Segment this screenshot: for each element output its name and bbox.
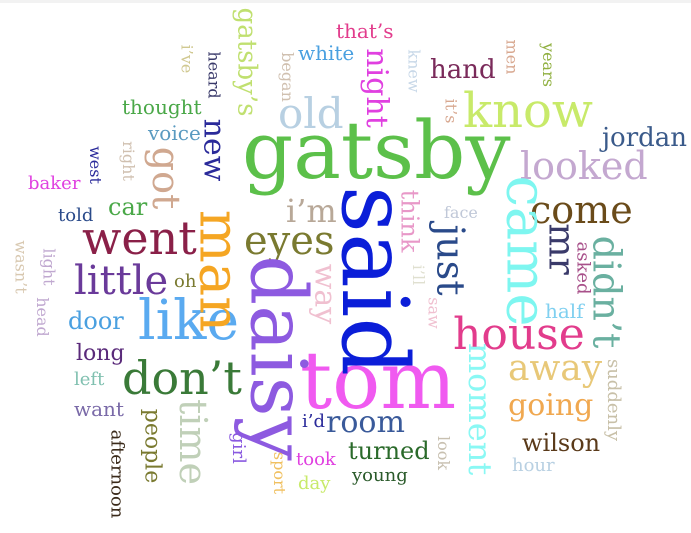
word-knew: knew xyxy=(404,49,424,93)
word-voice: voice xyxy=(148,121,201,145)
word-id: i’d xyxy=(302,411,326,432)
word-baker: baker xyxy=(28,173,81,194)
word-away: away xyxy=(508,348,603,389)
word-west: west xyxy=(85,146,105,184)
word-come: come xyxy=(530,188,633,232)
word-looked: looked xyxy=(520,144,648,188)
word-day: day xyxy=(298,473,331,494)
word-hour: hour xyxy=(512,455,555,476)
word-just: just xyxy=(428,224,473,296)
word-wasnt: wasn’t xyxy=(11,240,31,294)
word-hand: hand xyxy=(430,55,496,85)
word-saw: saw xyxy=(424,297,444,329)
word-man: man xyxy=(186,209,252,333)
word-ive: i’ve xyxy=(177,44,197,74)
word-heard: heard xyxy=(204,51,224,99)
word-turned: turned xyxy=(348,437,430,465)
word-car: car xyxy=(108,193,148,221)
word-sport: sport xyxy=(270,451,290,495)
word-took: took xyxy=(296,449,336,470)
word-im: i’m xyxy=(286,192,337,230)
word-old: old xyxy=(278,89,344,138)
word-wilson: wilson xyxy=(522,429,601,457)
word-door: door xyxy=(68,307,124,335)
word-white: white xyxy=(298,41,355,65)
word-jordan: jordan xyxy=(602,123,688,153)
word-went: went xyxy=(82,211,197,265)
word-new: new xyxy=(196,118,232,182)
word-began: began xyxy=(277,52,297,102)
word-told: told xyxy=(58,205,94,226)
word-left: left xyxy=(74,369,105,390)
word-tom: tom xyxy=(300,334,457,427)
word-gatsby: gatsby xyxy=(242,104,511,197)
word-moment: moment xyxy=(461,342,500,476)
word-people: people xyxy=(139,408,165,484)
word-thats: that’s xyxy=(336,19,394,43)
word-head: head xyxy=(32,297,52,337)
word-girl: girl xyxy=(227,432,249,464)
word-light: light xyxy=(39,248,59,286)
word-house: house xyxy=(453,309,585,360)
word-young: young xyxy=(352,465,408,486)
word-suddenly: suddenly xyxy=(603,358,625,442)
word-room: room xyxy=(326,405,405,440)
word-afternoon: afternoon xyxy=(106,429,128,519)
word-long: long xyxy=(76,341,125,366)
word-little: little xyxy=(74,258,169,304)
word-look: look xyxy=(434,435,454,471)
word-got: got xyxy=(144,146,189,210)
word-asked: asked xyxy=(572,241,594,295)
word-like: like xyxy=(138,288,240,352)
word-face: face xyxy=(444,203,478,222)
word-its: it’s xyxy=(441,98,461,124)
word-night: night xyxy=(358,48,394,128)
word-know: know xyxy=(463,83,593,139)
word-gatsbys: gatsby’s xyxy=(231,7,262,117)
word-ill: i’ll xyxy=(409,264,429,286)
word-want: want xyxy=(74,397,124,421)
word-eyes: eyes xyxy=(244,218,335,264)
word-right: right xyxy=(118,141,138,181)
word-half: half xyxy=(545,299,584,323)
word-oh: oh xyxy=(174,271,197,292)
word-way: way xyxy=(307,263,343,325)
word-dont: don’t xyxy=(122,351,242,405)
word-time: time xyxy=(170,399,215,485)
word-think: think xyxy=(395,189,424,253)
word-men: men xyxy=(502,39,522,75)
word-going: going xyxy=(508,388,594,423)
word-years: years xyxy=(538,43,558,87)
word-thought: thought xyxy=(122,95,202,119)
